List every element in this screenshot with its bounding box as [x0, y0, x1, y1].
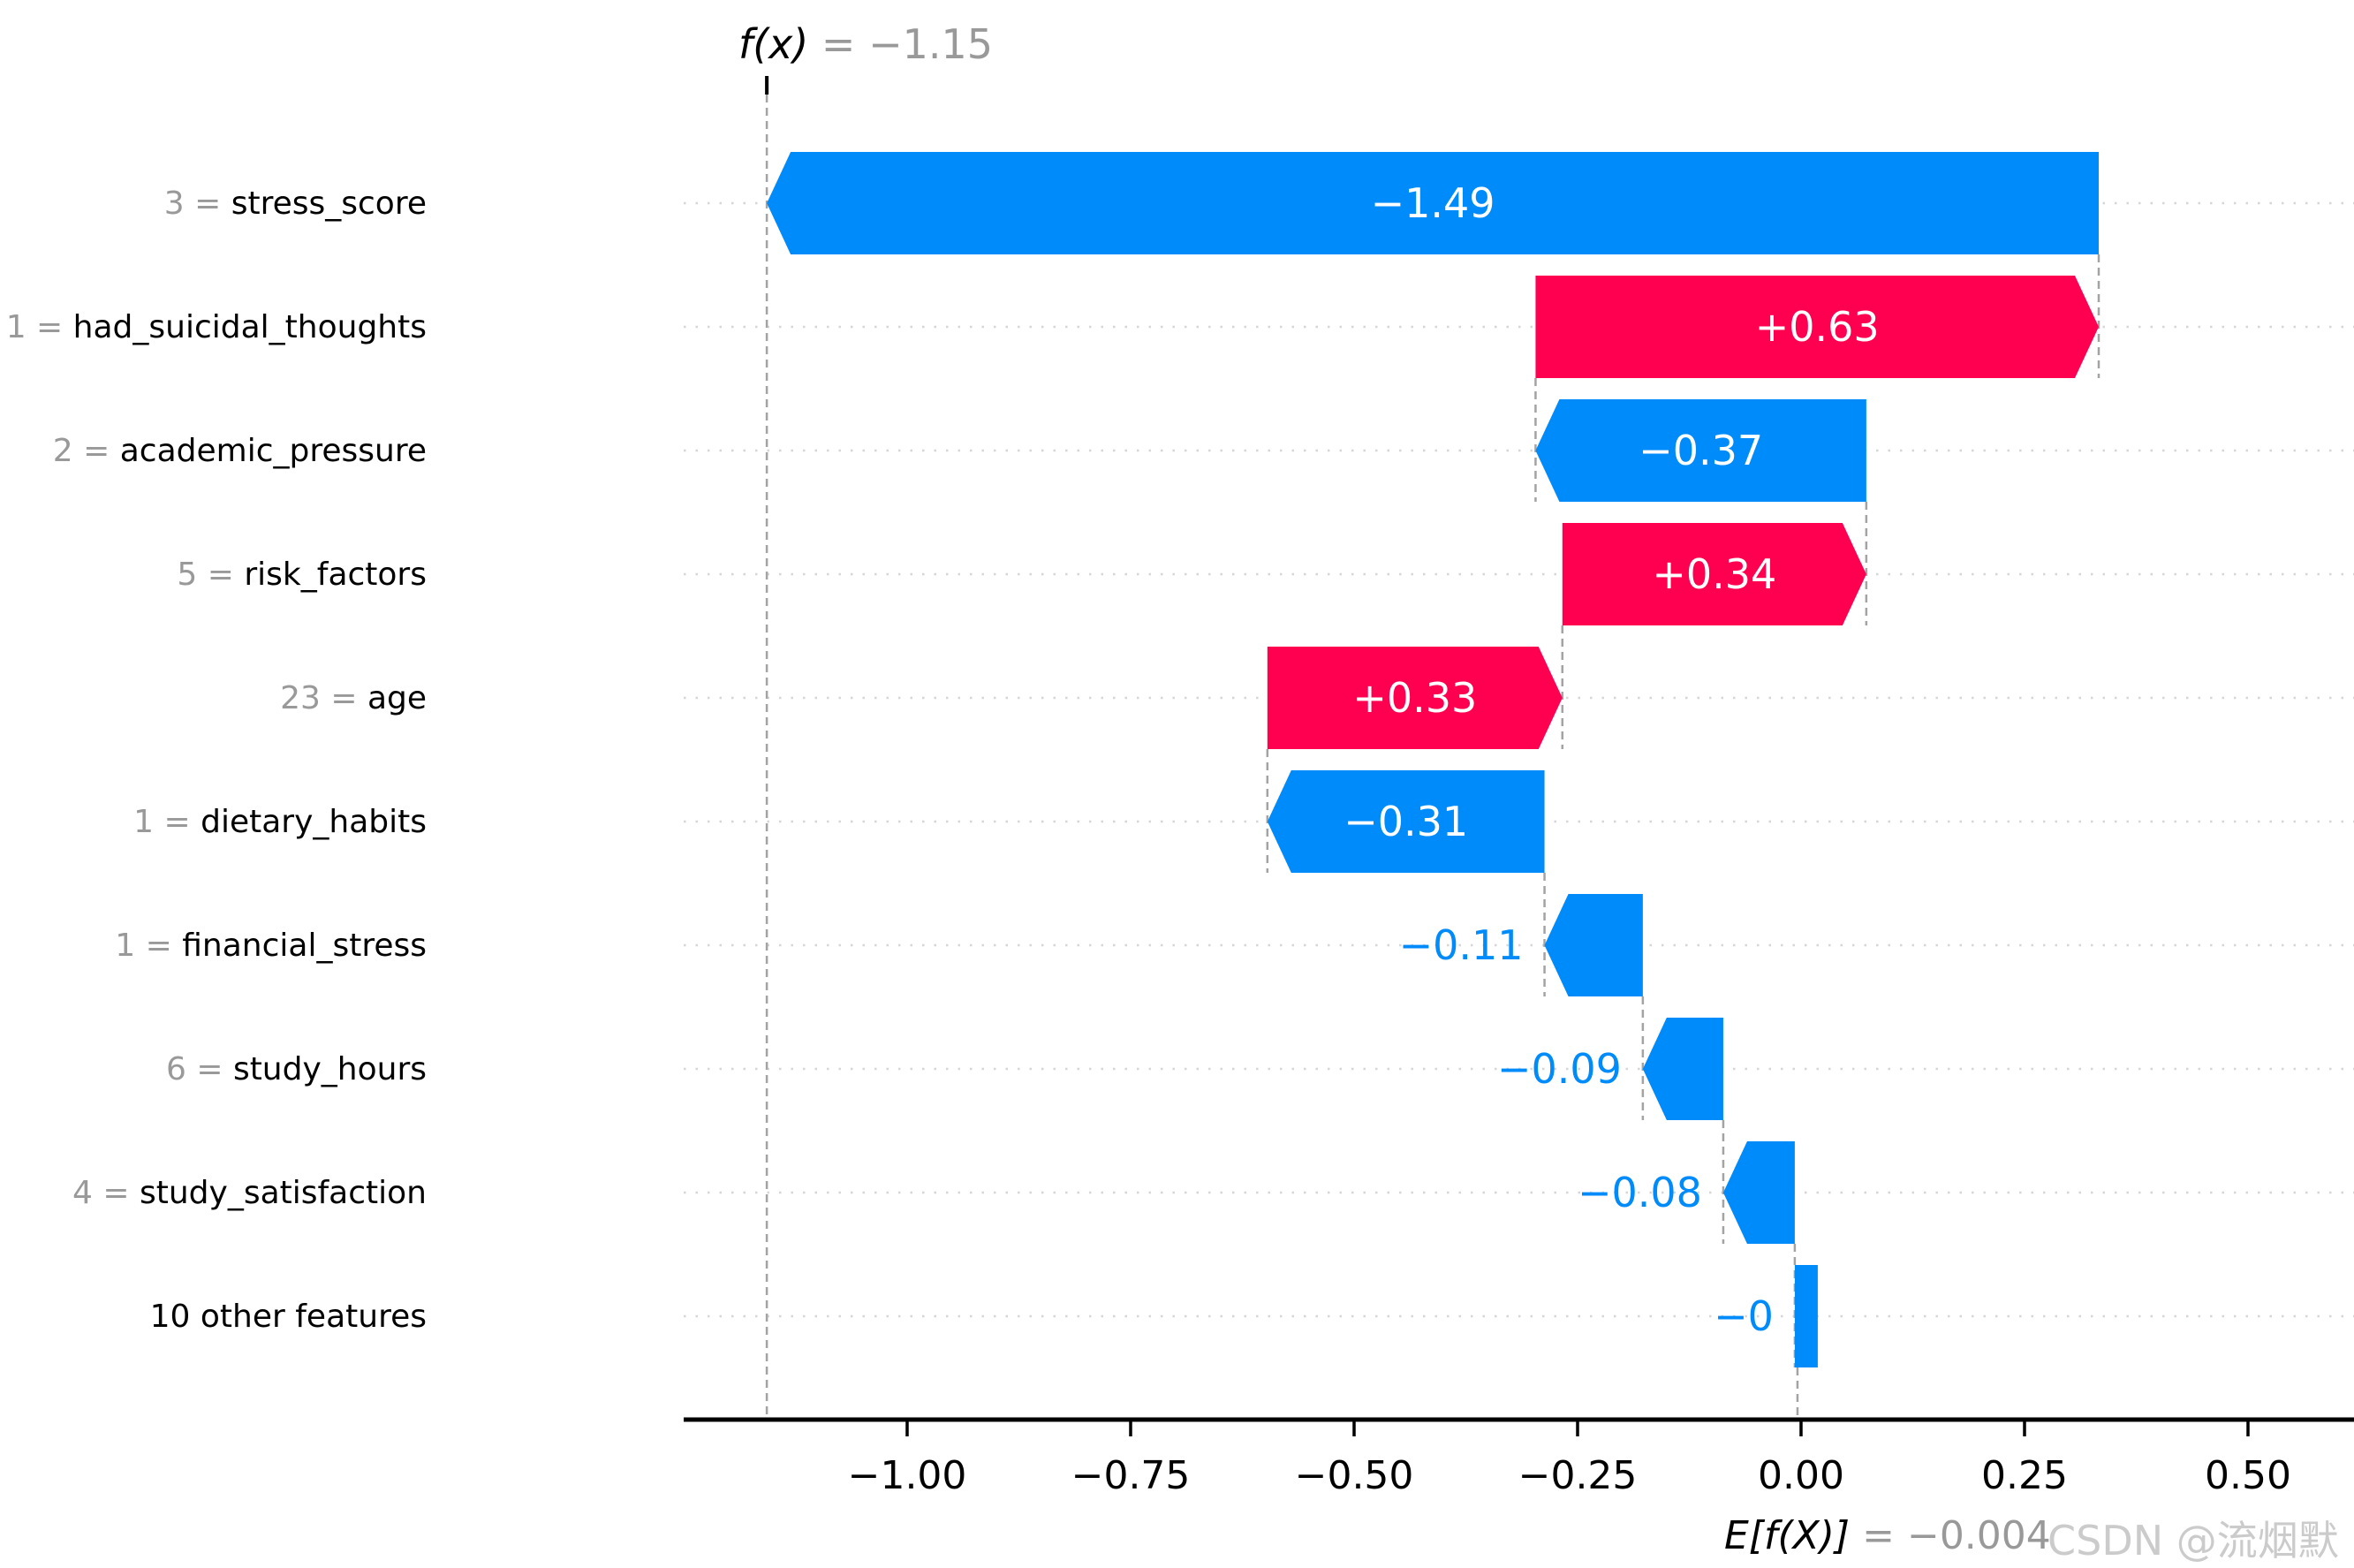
waterfall-bar [767, 152, 2099, 254]
feature-label: 23 = age [280, 680, 427, 716]
axis-tick-label: 0.50 [2205, 1453, 2291, 1498]
waterfall-bar [1562, 523, 1866, 625]
feature-label: 10 other features [150, 1299, 427, 1335]
axis-tick-label: −0.75 [1071, 1453, 1191, 1498]
bar-value-label: +0.63 [1755, 303, 1880, 351]
feature-label: 2 = academic_pressure [53, 433, 427, 469]
bar-value-label: −0.37 [1639, 427, 1763, 474]
axis-tick-label: 0.25 [1981, 1453, 2068, 1498]
axis-tick-label: −1.00 [848, 1453, 967, 1498]
fx-annotation: f(x) = −1.15 [738, 20, 993, 68]
waterfall-bar [1267, 647, 1563, 749]
bar-value-label: −0.31 [1344, 798, 1468, 845]
bar-value-label: −0.08 [1578, 1169, 1702, 1216]
expected-value-annotation: E[f(X)] = −0.004 [1724, 1513, 2051, 1558]
waterfall-bar [1267, 770, 1545, 873]
axis-tick-label: −0.50 [1295, 1453, 1414, 1498]
waterfall-bar [1544, 894, 1643, 996]
bar-value-label: +0.34 [1652, 550, 1776, 598]
feature-label: 6 = study_hours [166, 1051, 427, 1087]
waterfall-bar [1535, 276, 2099, 378]
waterfall-bar [1722, 1141, 1795, 1244]
waterfall-bar [1642, 1018, 1723, 1120]
watermark: CSDN @流烟默 [2047, 1517, 2339, 1564]
feature-label: 5 = risk_factors [177, 557, 427, 593]
feature-label: 1 = dietary_habits [133, 804, 427, 840]
bar-value-label: −0.09 [1497, 1045, 1622, 1093]
bar-value-label: −0.11 [1399, 921, 1524, 969]
feature-label: 3 = stress_score [164, 186, 427, 222]
bar-value-label: −1.49 [1371, 179, 1495, 227]
waterfall-bar [1794, 1265, 1818, 1367]
bar-value-label: −0 [1714, 1292, 1774, 1340]
axis-tick-label: 0.00 [1758, 1453, 1844, 1498]
axis-tick-label: −0.25 [1518, 1453, 1638, 1498]
feature-label: 1 = financial_stress [115, 928, 427, 964]
feature-label: 4 = study_satisfaction [72, 1175, 427, 1211]
feature-label: 1 = had_suicidal_thoughts [6, 309, 427, 345]
bar-value-label: +0.33 [1352, 674, 1477, 722]
waterfall-bar [1535, 399, 1866, 502]
